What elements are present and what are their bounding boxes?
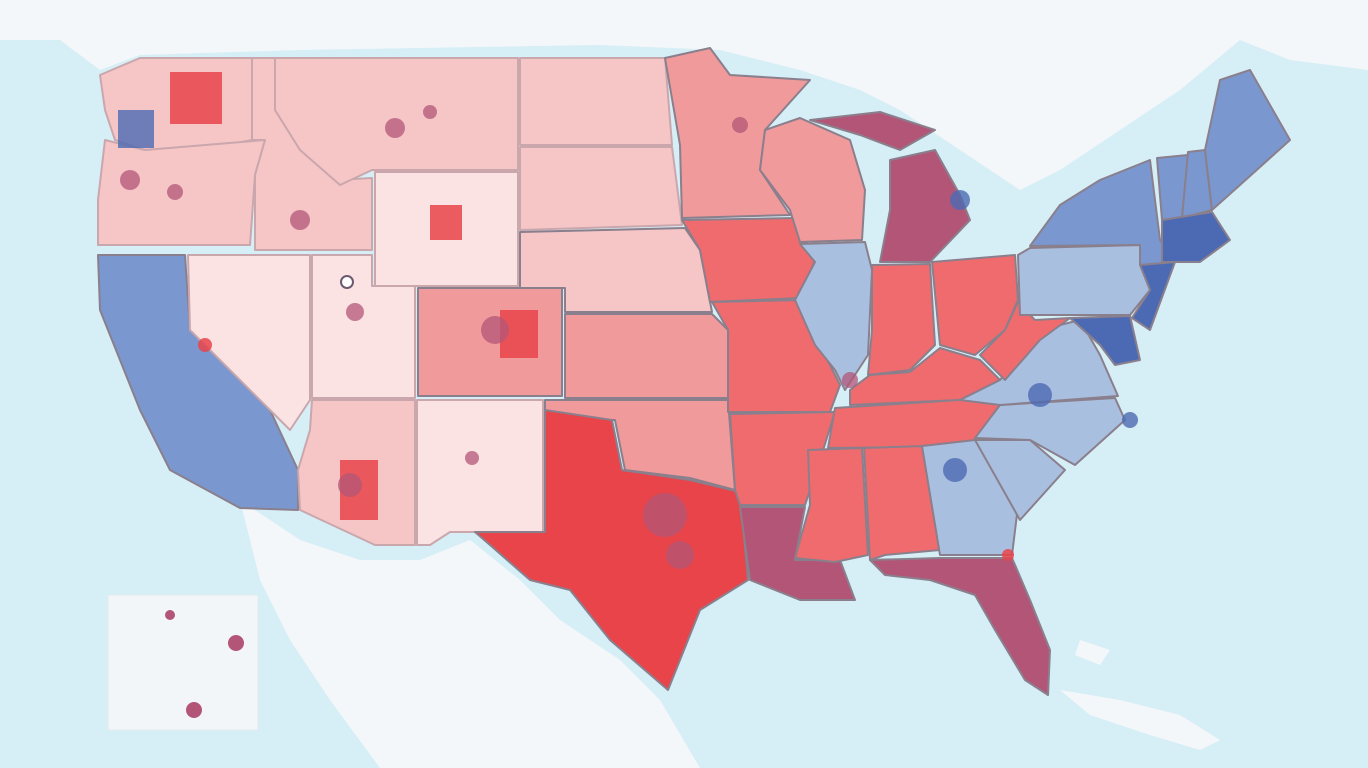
- state-md[interactable]: [1069, 315, 1141, 366]
- county-hotspot: [842, 372, 858, 388]
- state-ny[interactable]: [1029, 159, 1176, 266]
- county-hotspot: [118, 110, 154, 148]
- state-wv[interactable]: [979, 301, 1071, 381]
- state-tx[interactable]: [474, 409, 749, 691]
- county-hotspot: [120, 170, 140, 190]
- bahamas-island: [1075, 640, 1110, 665]
- hawaii-inset: [107, 594, 259, 731]
- county-hotspot: [385, 118, 405, 138]
- state-al[interactable]: [863, 445, 941, 561]
- county-hotspot: [1122, 412, 1138, 428]
- mexico-landmass: [240, 500, 700, 768]
- state-nj[interactable]: [1131, 261, 1176, 331]
- state-ma[interactable]: [1161, 211, 1231, 263]
- states-layer: [97, 47, 1291, 696]
- state-wi[interactable]: [759, 117, 866, 243]
- county-hotspot: [1028, 383, 1052, 407]
- county-hotspot: [198, 338, 212, 352]
- state-mi[interactable]: [809, 111, 971, 263]
- canada-landmass: [0, 0, 1368, 190]
- state-ky[interactable]: [849, 347, 1001, 406]
- county-hotspot: [481, 316, 509, 344]
- county-hotspots: [118, 72, 1138, 569]
- county-hotspot: [346, 303, 364, 321]
- hawaii-island-marker: [165, 610, 175, 620]
- state-me[interactable]: [1204, 69, 1291, 211]
- county-hotspot: [950, 190, 970, 210]
- state-la[interactable]: [739, 506, 856, 601]
- county-hotspot: [732, 117, 748, 133]
- state-nd[interactable]: [519, 57, 673, 146]
- cuba-island: [1060, 690, 1220, 750]
- state-nv[interactable]: [187, 254, 311, 431]
- state-ut[interactable]: [311, 254, 416, 399]
- county-hotspot: [943, 458, 967, 482]
- county-hotspot: [170, 72, 222, 124]
- map-pin-icon: [340, 275, 354, 289]
- state-nm[interactable]: [416, 399, 544, 546]
- county-hotspot: [643, 493, 687, 537]
- county-hotspot: [423, 105, 437, 119]
- hawaii-island-marker: [228, 635, 244, 651]
- county-hotspot: [338, 473, 362, 497]
- state-ms[interactable]: [794, 447, 869, 563]
- state-fl[interactable]: [869, 557, 1051, 696]
- state-in[interactable]: [867, 263, 936, 376]
- hawaii-island-marker: [186, 702, 202, 718]
- county-hotspot: [465, 451, 479, 465]
- county-hotspot: [167, 184, 183, 200]
- state-pa[interactable]: [1017, 244, 1151, 316]
- state-ks[interactable]: [564, 313, 729, 399]
- state-sd[interactable]: [519, 146, 683, 231]
- county-hotspot: [290, 210, 310, 230]
- state-il[interactable]: [794, 241, 873, 391]
- county-hotspot: [1002, 549, 1014, 561]
- county-hotspot: [666, 541, 694, 569]
- county-hotspot: [430, 205, 462, 240]
- state-ne[interactable]: [519, 227, 713, 313]
